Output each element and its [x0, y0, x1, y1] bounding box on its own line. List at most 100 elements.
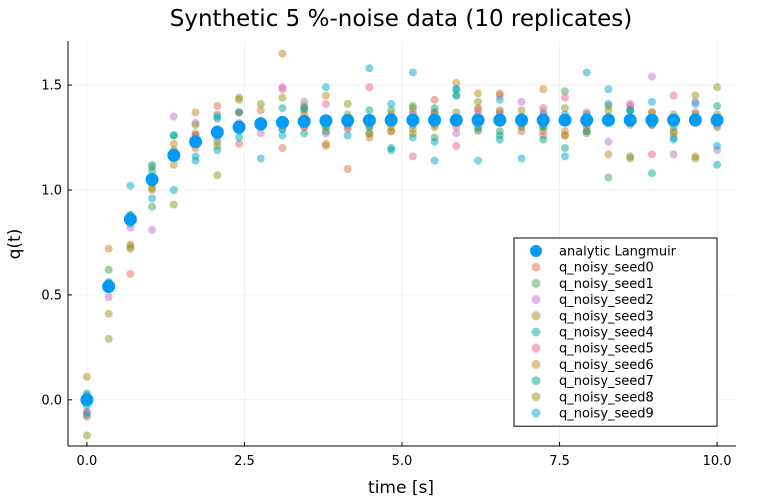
- noisy-point-seed4: [452, 91, 461, 100]
- analytic-point: [493, 113, 507, 127]
- analytic-point: [580, 113, 594, 127]
- noisy-point-seed1: [604, 173, 613, 182]
- analytic-point: [623, 113, 637, 127]
- noisy-point-seed4: [408, 133, 417, 142]
- noisy-point-seed8: [213, 171, 222, 180]
- x-tick-label: 0.0: [77, 454, 98, 469]
- x-tick-label: 7.5: [549, 454, 570, 469]
- noisy-point-seed8: [256, 99, 265, 108]
- analytic-point: [102, 280, 116, 294]
- noisy-point-seed9: [191, 156, 200, 165]
- noisy-point-seed8: [169, 200, 178, 209]
- noisy-point-seed7: [169, 131, 178, 140]
- noisy-point-seed6: [474, 89, 483, 98]
- noisy-point-seed6: [495, 89, 504, 98]
- noisy-point-seed8: [343, 99, 352, 108]
- analytic-point: [123, 212, 137, 226]
- noisy-point-seed9: [647, 97, 656, 106]
- noisy-point-seed7: [539, 135, 548, 144]
- data-points: [80, 49, 724, 440]
- noisy-point-seed6: [604, 150, 613, 159]
- noisy-point-seed8: [148, 183, 157, 192]
- noisy-point-seed8: [669, 129, 678, 138]
- x-axis-label: time [s]: [368, 478, 434, 498]
- noisy-point-seed3: [169, 160, 178, 169]
- legend-label: q_noisy_seed7: [559, 374, 654, 389]
- y-ticks: 0.0 0.5 1.0 1.5: [41, 79, 72, 408]
- noisy-point-seed2: [104, 293, 113, 302]
- analytic-point: [80, 393, 94, 407]
- noisy-point-seed9: [300, 104, 309, 113]
- noisy-point-seed8: [560, 104, 569, 113]
- noisy-point-seed3: [365, 129, 374, 138]
- noisy-point-seed8: [104, 334, 113, 343]
- noisy-point-seed8: [713, 83, 722, 92]
- analytic-point: [210, 125, 224, 139]
- noisy-point-seed9: [560, 152, 569, 161]
- noisy-point-seed6: [191, 108, 200, 117]
- noisy-point-seed4: [148, 160, 157, 169]
- noisy-point-seed8: [408, 104, 417, 113]
- noisy-point-seed6: [256, 106, 265, 115]
- analytic-point: [167, 148, 181, 162]
- noisy-point-seed4: [343, 131, 352, 140]
- analytic-point: [601, 113, 615, 127]
- noisy-point-seed6: [539, 85, 548, 94]
- noisy-point-seed3: [104, 309, 113, 318]
- analytic-point: [275, 115, 289, 129]
- legend-label: q_noisy_seed3: [559, 309, 654, 324]
- noisy-point-seed9: [604, 85, 613, 94]
- noisy-point-seed6: [169, 139, 178, 148]
- analytic-point: [449, 113, 463, 127]
- noisy-point-seed7: [235, 108, 244, 117]
- noisy-point-seed7: [430, 104, 439, 113]
- analytic-point: [232, 120, 246, 134]
- noisy-point-seed1: [104, 265, 113, 274]
- analytic-point: [406, 113, 420, 127]
- legend-marker: [531, 262, 541, 272]
- legend-box: [513, 237, 718, 427]
- noisy-point-seed2: [148, 225, 157, 234]
- noisy-point-seed9: [256, 154, 265, 163]
- legend-marker: [531, 359, 541, 369]
- legend-label: q_noisy_seed8: [559, 390, 654, 405]
- noisy-point-seed5: [474, 106, 483, 115]
- noisy-point-seed8: [604, 106, 613, 115]
- legend-label: q_noisy_seed1: [559, 277, 654, 292]
- noisy-point-seed8: [235, 93, 244, 102]
- legend-marker: [531, 376, 541, 386]
- noisy-point-seed0: [126, 269, 135, 278]
- analytic-point: [384, 113, 398, 127]
- noisy-point-seed7: [300, 129, 309, 138]
- analytic-point: [362, 113, 376, 127]
- noisy-point-seed7: [387, 144, 396, 153]
- noisy-point-seed0: [430, 95, 439, 104]
- noisy-point-seed5: [669, 91, 678, 100]
- analytic-point: [145, 172, 159, 186]
- noisy-point-seed2: [669, 150, 678, 159]
- noisy-point-seed8: [191, 120, 200, 129]
- analytic-point: [297, 114, 311, 128]
- noisy-point-seed4: [713, 160, 722, 169]
- noisy-point-seed9: [669, 135, 678, 144]
- noisy-point-seed5: [647, 150, 656, 159]
- noisy-point-seed5: [408, 152, 417, 161]
- noisy-point-seed5: [452, 141, 461, 150]
- noisy-point-seed6: [104, 244, 113, 253]
- analytic-point: [471, 113, 485, 127]
- noisy-point-seed3: [321, 141, 330, 150]
- noisy-point-seed7: [148, 167, 157, 176]
- y-tick-label: 1.5: [41, 79, 62, 94]
- legend-label: q_noisy_seed4: [559, 326, 654, 341]
- noisy-point-seed5: [560, 93, 569, 102]
- analytic-point: [428, 113, 442, 127]
- noisy-point-seed4: [604, 99, 613, 108]
- noisy-point-seed8: [474, 97, 483, 106]
- noisy-point-seed9: [495, 95, 504, 104]
- noisy-point-seed9: [474, 156, 483, 165]
- noisy-point-seed3: [82, 372, 91, 381]
- analytic-point: [189, 135, 203, 149]
- legend-marker: [531, 408, 541, 418]
- noisy-point-seed7: [647, 169, 656, 178]
